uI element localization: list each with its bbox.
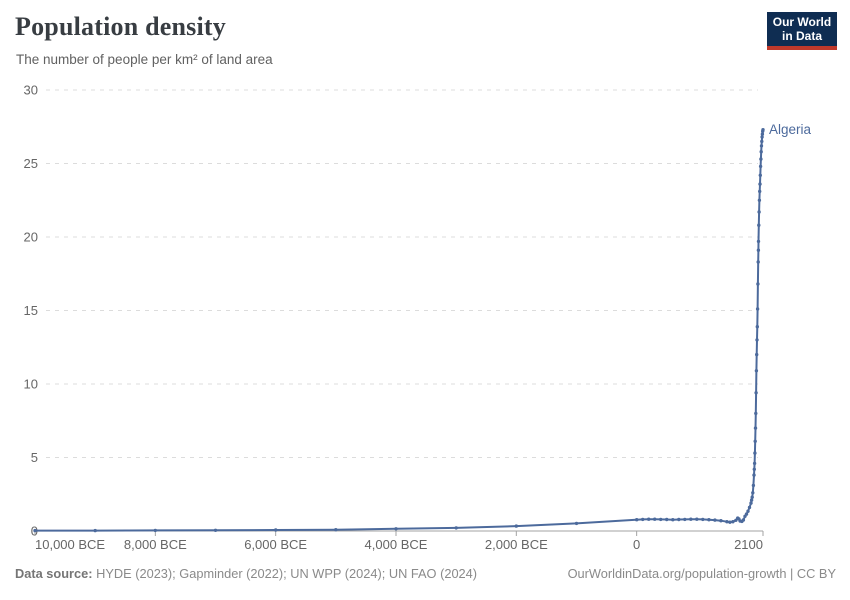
- data-source-text: HYDE (2023); Gapminder (2022); UN WPP (2…: [92, 566, 478, 581]
- series-marker: [635, 518, 639, 522]
- y-tick-label-10: 10: [24, 377, 38, 392]
- series-marker: [756, 248, 761, 252]
- y-tick-label-20: 20: [24, 230, 38, 245]
- series-marker: [647, 517, 651, 521]
- series-marker: [754, 391, 758, 395]
- series-marker: [755, 307, 760, 311]
- series-marker: [758, 164, 763, 169]
- x-tick-label: 6,000 BCE: [244, 537, 307, 552]
- series-label-algeria[interactable]: Algeria: [769, 122, 812, 137]
- series-marker: [755, 325, 759, 329]
- series-line-algeria[interactable]: [34, 128, 764, 532]
- series-marker: [665, 517, 669, 522]
- chart-svg[interactable]: 0 5 10 15 20 25 30 10,000 BCE 8,000 BCE 6,000 BCE…: [0, 80, 850, 562]
- series-marker: [757, 223, 761, 227]
- series-marker: [454, 526, 458, 530]
- y-tick-label-30: 30: [24, 83, 38, 98]
- series-marker: [756, 260, 760, 264]
- series-marker: [755, 352, 759, 357]
- owid-logo[interactable]: Our World in Data: [767, 12, 837, 50]
- series-marker: [683, 517, 687, 522]
- series-marker: [751, 491, 755, 495]
- series-marker: [752, 467, 756, 471]
- x-tick-label: 8,000 BCE: [124, 537, 187, 552]
- series-marker: [747, 505, 752, 510]
- series-marker: [760, 135, 764, 139]
- x-tick-label: 4,000 BCE: [365, 537, 428, 552]
- series-marker: [746, 509, 750, 513]
- series-marker: [760, 132, 765, 136]
- series-marker: [713, 518, 717, 522]
- series-marker: [701, 517, 705, 522]
- series-marker: [653, 517, 657, 521]
- chart-footer: Data source: HYDE (2023); Gapminder (202…: [15, 566, 836, 581]
- series-marker: [677, 517, 681, 522]
- series-marker: [749, 498, 754, 502]
- series-marker: [751, 483, 756, 488]
- series-marker: [759, 157, 763, 161]
- page-subtitle: The number of people per km² of land are…: [16, 52, 273, 67]
- x-tick-label: 2100: [734, 537, 763, 552]
- series-marker: [758, 189, 762, 194]
- series-marker: [33, 528, 37, 533]
- series-marker: [744, 512, 749, 516]
- series-marker: [334, 528, 338, 532]
- series-marker: [749, 501, 753, 505]
- series-marker: [725, 520, 729, 524]
- series-marker: [758, 182, 762, 186]
- series-marker: [750, 495, 754, 499]
- series-marker: [756, 282, 760, 286]
- series-marker: [757, 198, 762, 202]
- series-marker: [514, 524, 518, 528]
- series-marker: [753, 451, 757, 455]
- series-marker: [574, 521, 579, 526]
- series-marker: [719, 519, 723, 523]
- x-tick-label: 2,000 BCE: [485, 537, 548, 552]
- series-marker: [695, 517, 699, 521]
- series-marker: [394, 527, 398, 531]
- series-marker: [93, 528, 97, 533]
- series-marker: [752, 473, 756, 477]
- data-source-note: Data source: HYDE (2023); Gapminder (202…: [15, 566, 477, 581]
- series-marker: [752, 461, 757, 466]
- series-marker: [213, 528, 218, 532]
- series-marker: [741, 518, 746, 522]
- series-marker: [659, 517, 663, 522]
- series-marker: [728, 520, 732, 524]
- y-tick-label-5: 5: [31, 450, 38, 465]
- series-marker: [641, 517, 645, 522]
- series-marker: [758, 173, 762, 177]
- owid-logo-line2: in Data: [781, 29, 822, 43]
- series-marker: [754, 411, 758, 416]
- series-marker: [753, 426, 758, 430]
- x-tick-label: 10,000 BCE: [35, 537, 105, 552]
- series-marker: [761, 128, 765, 132]
- series-marker: [759, 150, 763, 154]
- x-tick-label: 0: [633, 537, 640, 552]
- series-marker: [760, 139, 764, 144]
- series-marker: [754, 369, 759, 373]
- owid-logo-line1: Our World: [772, 15, 832, 29]
- series-marker: [755, 338, 759, 342]
- series-marker: [731, 520, 735, 524]
- series-marker: [274, 528, 278, 532]
- series-marker: [689, 517, 693, 521]
- series-marker: [707, 518, 711, 522]
- series-marker: [671, 518, 675, 522]
- series-marker: [759, 144, 764, 148]
- y-tick-label-25: 25: [24, 156, 38, 171]
- data-source-label: Data source:: [15, 566, 93, 581]
- page-title: Population density: [15, 12, 226, 41]
- series-marker: [756, 239, 761, 244]
- series-marker: [153, 528, 157, 533]
- y-tick-label-15: 15: [24, 303, 38, 318]
- series-marker: [753, 439, 757, 443]
- series-marker: [757, 210, 761, 214]
- credit-link[interactable]: OurWorldinData.org/population-growth | C…: [567, 566, 836, 581]
